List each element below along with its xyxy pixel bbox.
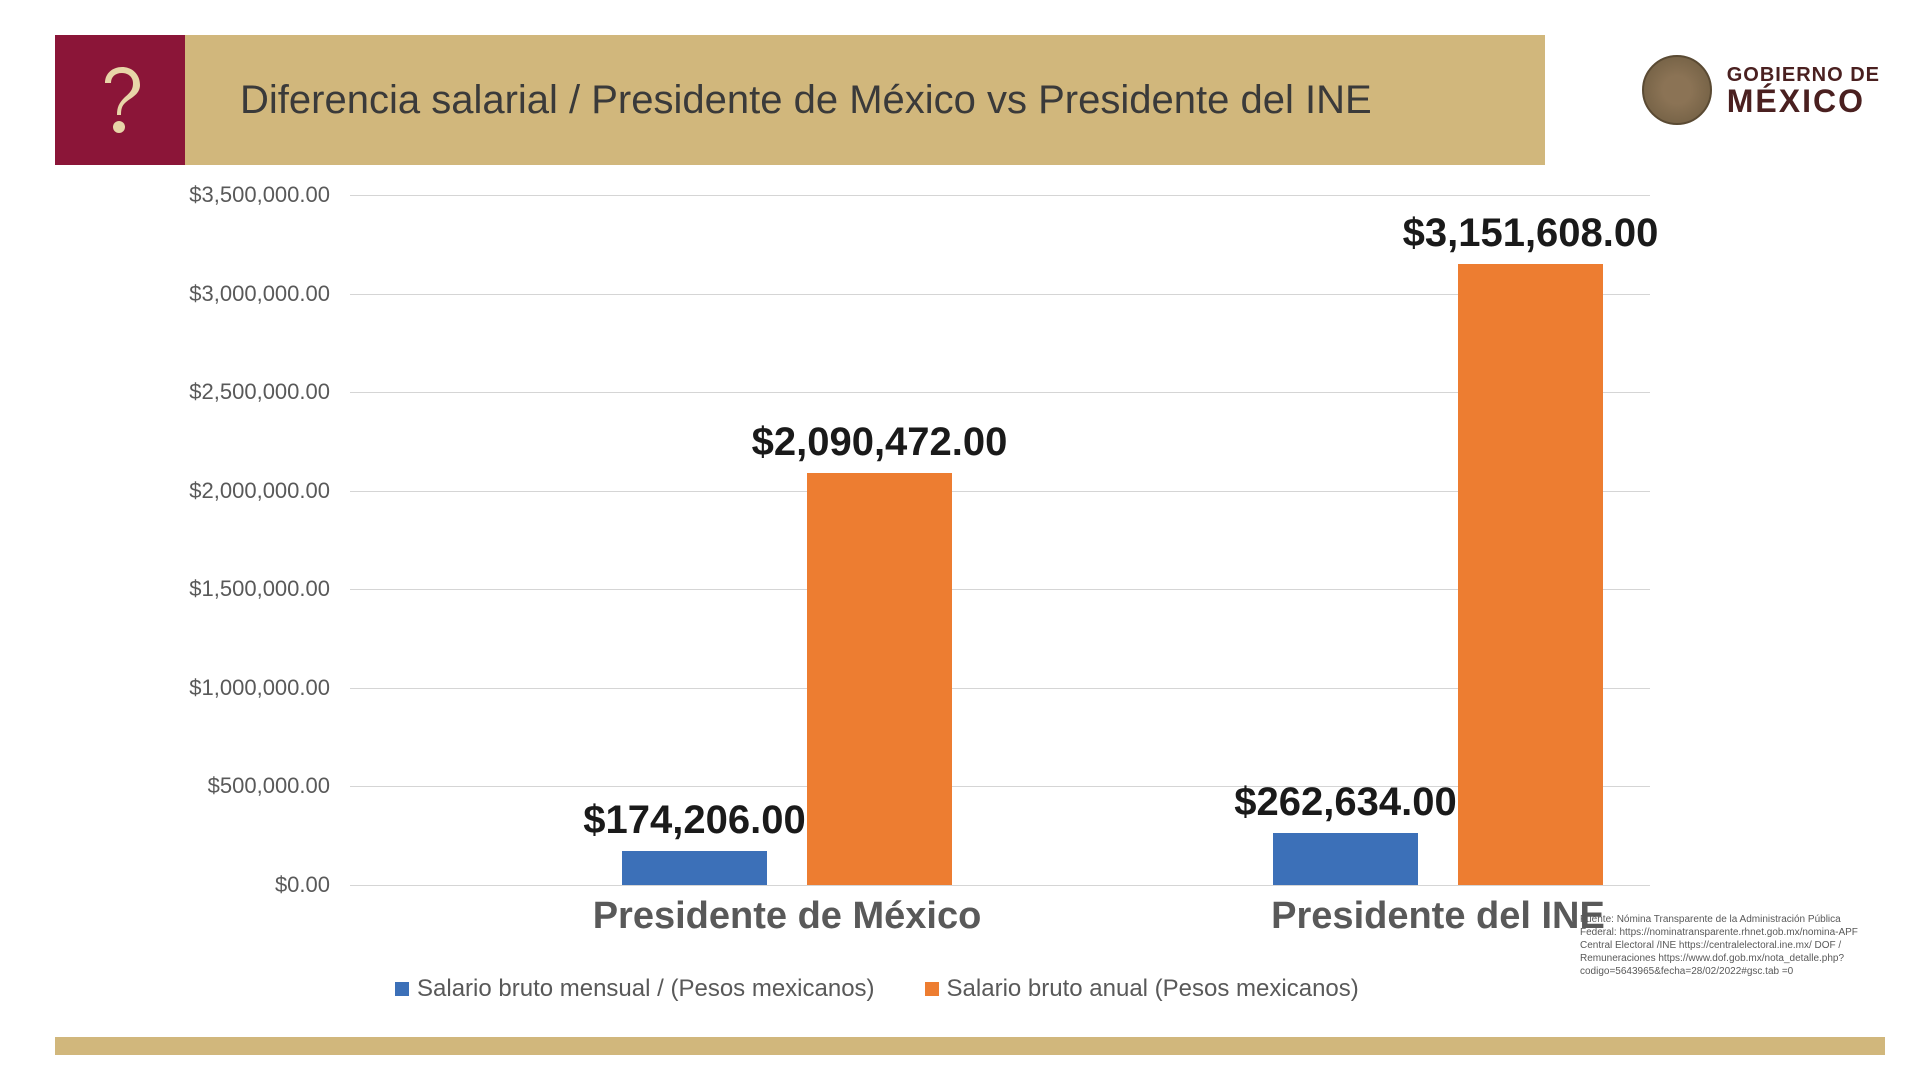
gridline [350, 688, 1650, 689]
ytick-label: $500,000.00 [150, 773, 330, 799]
government-seal-icon [1642, 55, 1712, 125]
bar-value-label: $2,090,472.00 [752, 420, 1008, 465]
header-title-box: Diferencia salarial / Presidente de Méxi… [185, 35, 1545, 165]
ytick-label: $3,000,000.00 [150, 281, 330, 307]
source-citation: Fuente: Nómina Transparente de la Admini… [1580, 913, 1860, 978]
bar [622, 851, 767, 885]
chart-legend: Salario bruto mensual / (Pesos mexicanos… [395, 975, 1359, 1003]
ytick-label: $1,000,000.00 [150, 675, 330, 701]
question-icon [95, 65, 145, 135]
legend-swatch [395, 982, 409, 996]
ytick-label: $2,000,000.00 [150, 478, 330, 504]
legend-item: Salario bruto anual (Pesos mexicanos) [925, 975, 1359, 1003]
category-label: Presidente de México [593, 895, 982, 938]
header-icon-box [55, 35, 185, 165]
government-text: GOBIERNO DE MÉXICO [1727, 64, 1880, 116]
page-title: Diferencia salarial / Presidente de Méxi… [240, 78, 1372, 123]
gridline [350, 195, 1650, 196]
gridline [350, 885, 1650, 886]
gridline [350, 589, 1650, 590]
gridline [350, 294, 1650, 295]
bar-value-label: $262,634.00 [1234, 780, 1456, 825]
bar [1458, 264, 1603, 885]
bar-value-label: $3,151,608.00 [1403, 211, 1659, 256]
legend-label: Salario bruto anual (Pesos mexicanos) [947, 975, 1359, 1003]
header-bar: Diferencia salarial / Presidente de Méxi… [55, 35, 1545, 165]
ytick-label: $2,500,000.00 [150, 379, 330, 405]
bar [1273, 833, 1418, 885]
plot-area: $174,206.00$2,090,472.00$262,634.00$3,15… [350, 195, 1650, 885]
bar-value-label: $174,206.00 [583, 798, 805, 843]
category-label: Presidente del INE [1271, 895, 1605, 938]
chart-area: $174,206.00$2,090,472.00$262,634.00$3,15… [160, 195, 1650, 895]
bar [807, 473, 952, 885]
government-logo: GOBIERNO DE MÉXICO [1642, 55, 1880, 125]
ytick-label: $3,500,000.00 [150, 182, 330, 208]
legend-label: Salario bruto mensual / (Pesos mexicanos… [417, 975, 875, 1003]
ytick-label: $0.00 [150, 872, 330, 898]
ytick-label: $1,500,000.00 [150, 576, 330, 602]
bottom-strip [55, 1037, 1885, 1055]
gridline [350, 392, 1650, 393]
gov-text-line2: MÉXICO [1727, 87, 1880, 116]
gridline [350, 491, 1650, 492]
legend-swatch [925, 982, 939, 996]
legend-item: Salario bruto mensual / (Pesos mexicanos… [395, 975, 875, 1003]
